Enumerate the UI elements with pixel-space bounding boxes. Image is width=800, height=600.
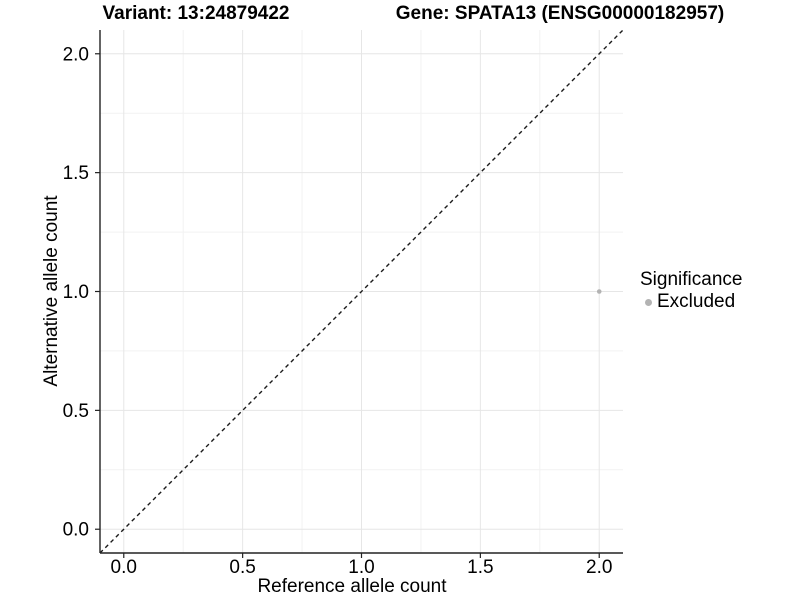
y-tick-label: 0.0 — [63, 520, 89, 541]
x-tick-label: 0.5 — [229, 557, 255, 578]
x-tick-label: 1.5 — [467, 557, 493, 578]
x-axis-title: Reference allele count — [257, 576, 447, 597]
y-tick-label: 2.0 — [63, 44, 89, 65]
excluded-dot-icon — [645, 298, 652, 306]
legend-item-excluded: Excluded — [640, 291, 742, 313]
identity-line — [99, 29, 624, 554]
x-tick-label: 2.0 — [586, 557, 612, 578]
x-tick-label: 0.0 — [111, 557, 137, 578]
y-tick-label: 1.5 — [63, 163, 89, 184]
data-point — [596, 289, 602, 294]
y-axis-title: Alternative allele count — [41, 195, 62, 387]
legend-key — [640, 294, 657, 311]
variant-title: Variant: 13:24879422 — [102, 3, 290, 24]
legend: Significance Excluded — [640, 269, 742, 313]
y-tick-label: 1.0 — [63, 282, 89, 303]
x-tick-label: 1.0 — [348, 557, 374, 578]
gene-title: Gene: SPATA13 (ENSG00000182957) — [395, 3, 725, 24]
y-tick-label: 0.5 — [63, 401, 89, 422]
legend-title: Significance — [640, 269, 743, 290]
legend-item-label: Excluded — [657, 291, 736, 312]
